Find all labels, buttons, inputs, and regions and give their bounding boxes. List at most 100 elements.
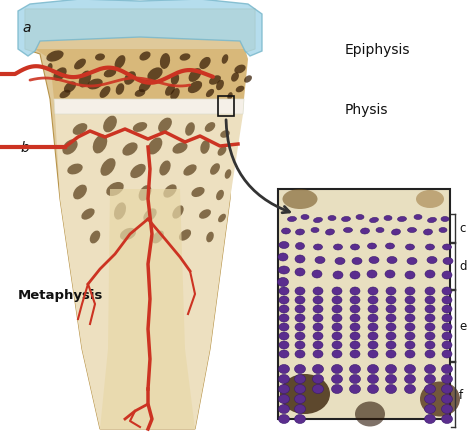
Ellipse shape xyxy=(115,56,126,70)
Ellipse shape xyxy=(64,82,76,93)
Ellipse shape xyxy=(139,52,151,62)
Ellipse shape xyxy=(350,305,360,313)
Ellipse shape xyxy=(93,135,107,154)
Ellipse shape xyxy=(313,314,323,322)
Ellipse shape xyxy=(312,385,323,394)
Ellipse shape xyxy=(405,332,415,340)
Ellipse shape xyxy=(404,385,416,394)
Ellipse shape xyxy=(370,218,378,223)
Text: e: e xyxy=(459,319,466,332)
Ellipse shape xyxy=(414,215,422,220)
Ellipse shape xyxy=(441,414,453,424)
Ellipse shape xyxy=(442,350,452,358)
Ellipse shape xyxy=(294,395,306,404)
Ellipse shape xyxy=(404,365,416,374)
Ellipse shape xyxy=(384,216,392,221)
Ellipse shape xyxy=(279,296,289,304)
Ellipse shape xyxy=(386,332,396,340)
Ellipse shape xyxy=(116,84,124,95)
Ellipse shape xyxy=(333,271,343,279)
Ellipse shape xyxy=(344,228,353,233)
Ellipse shape xyxy=(104,69,116,78)
Ellipse shape xyxy=(279,385,290,394)
Ellipse shape xyxy=(439,228,447,233)
Ellipse shape xyxy=(103,116,117,133)
Ellipse shape xyxy=(100,87,110,99)
Text: b: b xyxy=(20,141,29,155)
Ellipse shape xyxy=(334,244,343,250)
Ellipse shape xyxy=(361,228,370,234)
Ellipse shape xyxy=(349,365,361,374)
Ellipse shape xyxy=(405,287,415,295)
Text: d: d xyxy=(459,260,466,273)
Bar xyxy=(278,190,450,419)
Ellipse shape xyxy=(294,385,306,394)
Ellipse shape xyxy=(100,159,116,177)
Ellipse shape xyxy=(386,305,396,313)
Ellipse shape xyxy=(135,90,146,98)
Ellipse shape xyxy=(385,385,396,394)
Ellipse shape xyxy=(332,305,342,313)
Ellipse shape xyxy=(350,323,360,331)
Ellipse shape xyxy=(171,74,179,85)
Text: Physis: Physis xyxy=(345,103,389,117)
Ellipse shape xyxy=(183,165,197,176)
Ellipse shape xyxy=(170,89,180,101)
Ellipse shape xyxy=(331,385,343,394)
Ellipse shape xyxy=(311,228,319,233)
Ellipse shape xyxy=(428,218,437,223)
Ellipse shape xyxy=(159,161,171,176)
Ellipse shape xyxy=(405,314,415,322)
Ellipse shape xyxy=(295,256,305,263)
Ellipse shape xyxy=(165,85,175,97)
Ellipse shape xyxy=(443,244,452,250)
Text: f: f xyxy=(459,388,463,401)
Ellipse shape xyxy=(331,375,343,384)
Text: Metaphysis: Metaphysis xyxy=(18,288,103,301)
Ellipse shape xyxy=(426,244,435,250)
Ellipse shape xyxy=(425,395,436,404)
Ellipse shape xyxy=(368,341,378,349)
Ellipse shape xyxy=(332,350,342,358)
Ellipse shape xyxy=(350,341,360,349)
Ellipse shape xyxy=(332,341,342,349)
Ellipse shape xyxy=(180,54,191,62)
Ellipse shape xyxy=(139,81,151,93)
Ellipse shape xyxy=(63,140,78,155)
Ellipse shape xyxy=(236,86,244,93)
Ellipse shape xyxy=(328,216,336,221)
Ellipse shape xyxy=(222,55,228,65)
Ellipse shape xyxy=(225,170,231,179)
Ellipse shape xyxy=(386,296,396,304)
Ellipse shape xyxy=(279,287,289,295)
Ellipse shape xyxy=(231,73,239,82)
Ellipse shape xyxy=(368,287,378,295)
Ellipse shape xyxy=(158,118,172,133)
Ellipse shape xyxy=(350,350,360,358)
Ellipse shape xyxy=(356,215,364,220)
Ellipse shape xyxy=(124,72,136,85)
Ellipse shape xyxy=(279,242,289,249)
Ellipse shape xyxy=(244,76,252,83)
Ellipse shape xyxy=(67,164,82,175)
Polygon shape xyxy=(35,50,248,100)
Ellipse shape xyxy=(179,230,191,241)
Ellipse shape xyxy=(368,296,378,304)
Ellipse shape xyxy=(73,124,87,135)
Ellipse shape xyxy=(385,365,396,374)
Ellipse shape xyxy=(206,232,214,243)
Ellipse shape xyxy=(312,270,322,278)
Ellipse shape xyxy=(386,314,396,322)
Ellipse shape xyxy=(295,287,305,295)
Ellipse shape xyxy=(425,332,435,340)
Ellipse shape xyxy=(425,365,436,374)
Ellipse shape xyxy=(442,323,452,331)
Ellipse shape xyxy=(95,54,105,62)
Ellipse shape xyxy=(442,271,452,279)
Ellipse shape xyxy=(425,404,436,414)
Ellipse shape xyxy=(282,228,291,234)
Ellipse shape xyxy=(425,287,435,295)
Ellipse shape xyxy=(335,258,345,265)
Ellipse shape xyxy=(443,258,453,265)
Ellipse shape xyxy=(332,323,342,331)
